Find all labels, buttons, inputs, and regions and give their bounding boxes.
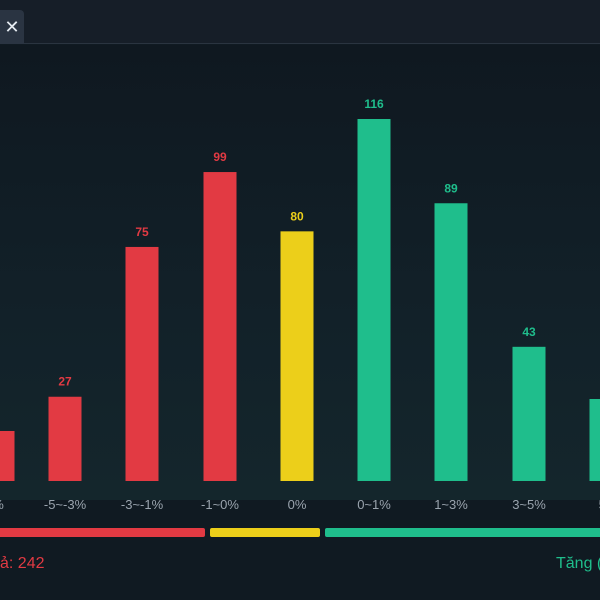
bar-1[interactable]: [48, 396, 82, 481]
bar-value-label-3: 99: [213, 150, 227, 164]
bar-value-label-4: 80: [290, 209, 304, 223]
up-summary-bar: [325, 528, 600, 537]
bar-0[interactable]: [0, 431, 15, 481]
down-summary-bar: [0, 528, 205, 537]
x-tick-label-3: -1~0%: [201, 497, 239, 512]
window-top-bar: ✕: [0, 0, 600, 44]
bar-value-label-5: 116: [364, 97, 384, 111]
x-tick-label-1: -5~-3%: [44, 497, 87, 512]
bar-5[interactable]: [357, 119, 391, 481]
bar-4[interactable]: [280, 231, 314, 481]
bar-7[interactable]: [512, 346, 546, 481]
bar-2[interactable]: [125, 246, 159, 481]
x-tick-label-6: 1~3%: [434, 497, 468, 512]
down-count-label: ả: 242: [0, 555, 45, 572]
x-tick-label-0: %: [0, 497, 4, 512]
x-tick-label-5: 0~1%: [357, 497, 391, 512]
close-icon[interactable]: ✕: [0, 10, 24, 44]
bar-value-label-1: 27: [58, 375, 72, 389]
bar-6[interactable]: [434, 203, 468, 482]
neutral-summary-bar: [210, 528, 320, 537]
x-tick-label-4: 0%: [288, 497, 307, 512]
bar-value-label-7: 43: [522, 325, 536, 339]
bar-value-label-6: 89: [444, 181, 458, 195]
price-change-distribution-chart: % 27 -5~-3% 75 -3~-1% 99 -1~0% 80 0% 116 0~1% 89 1~3…: [0, 97, 600, 512]
x-tick-label-7: 3~5%: [512, 497, 546, 512]
x-tick-label-2: -3~-1%: [121, 497, 164, 512]
bar-8[interactable]: [589, 399, 600, 481]
up-count-label: Tăng (: [556, 555, 600, 572]
bar-3[interactable]: [203, 172, 237, 481]
bar-value-label-2: 75: [135, 225, 149, 239]
x-tick-label-8: 5~: [599, 497, 600, 512]
